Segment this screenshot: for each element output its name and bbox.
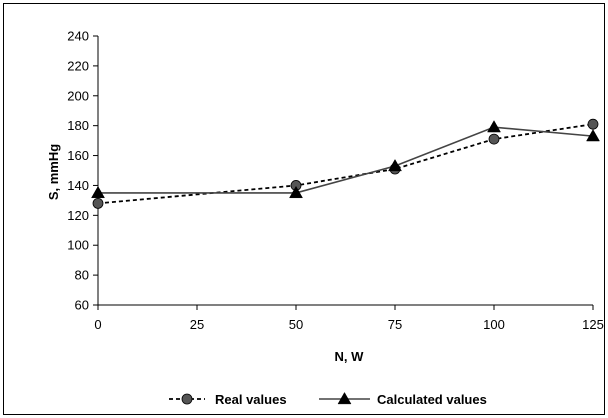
data-point	[586, 129, 600, 142]
series-layer	[91, 118, 600, 209]
y-axis: 60 80 100 120 140 160 180 200 220 240	[67, 29, 99, 313]
series-real-values	[92, 118, 599, 209]
legend-label: Real values	[215, 392, 287, 407]
series-line	[98, 126, 594, 194]
data-point	[92, 197, 104, 209]
x-tick-label: 125	[582, 317, 604, 332]
y-tick-label: 140	[67, 178, 89, 193]
y-tick-label: 200	[67, 88, 89, 103]
data-point	[91, 185, 105, 199]
y-tick-label: 60	[75, 298, 89, 313]
legend-marker	[181, 393, 193, 405]
legend-item: Calculated values	[319, 391, 487, 407]
y-tick-label: 220	[67, 58, 89, 73]
x-axis: 0 25 50 75 100 125	[94, 304, 604, 332]
series-calculated-values	[91, 120, 600, 199]
x-tick-label: 25	[190, 317, 204, 332]
x-tick-label: 50	[289, 317, 303, 332]
y-tick-label: 180	[67, 118, 89, 133]
data-point	[487, 120, 501, 133]
x-axis-title: N, W	[335, 349, 365, 364]
x-tick-label: 0	[94, 317, 101, 332]
series-line	[97, 123, 594, 205]
y-tick-label: 120	[67, 208, 89, 223]
data-point	[388, 159, 402, 172]
y-axis-title: S, mmHg	[46, 144, 61, 200]
data-point	[289, 185, 303, 199]
y-tick-label: 240	[67, 29, 89, 44]
legend: Real values Calculated values	[169, 391, 487, 407]
chart-frame	[3, 3, 605, 415]
x-tick-label: 75	[388, 317, 402, 332]
legend-item: Real values	[169, 392, 287, 407]
legend-label: Calculated values	[377, 392, 487, 407]
x-tick-label: 100	[483, 317, 505, 332]
data-point	[587, 118, 599, 130]
legend-marker	[337, 391, 352, 405]
y-tick-label: 100	[67, 238, 89, 253]
y-tick-label: 80	[75, 268, 89, 283]
data-point	[488, 133, 500, 145]
y-tick-label: 160	[67, 148, 89, 163]
